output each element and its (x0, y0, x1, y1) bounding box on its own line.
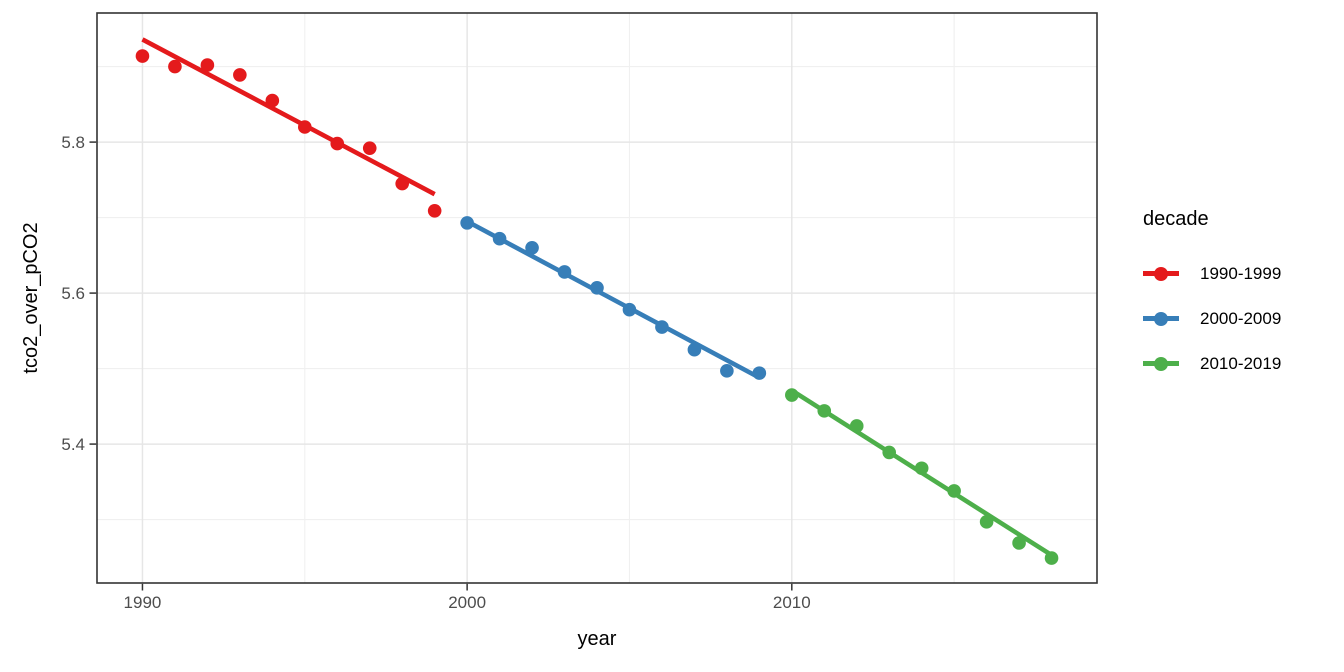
y-tick-label: 5.6 (61, 284, 85, 303)
grid-major (97, 13, 1097, 583)
series-1990-1999 (135, 37, 442, 218)
x-tick-label: 2000 (448, 593, 486, 612)
legend-entry-label: 2000-2009 (1200, 308, 1282, 328)
axis-tick-labels: 1990 2000 2010 5.4 5.6 5.8 (61, 133, 810, 612)
axis-ticks (89, 141, 793, 591)
x-axis-title: year (577, 628, 617, 650)
y-tick-label: 5.8 (61, 133, 85, 152)
legend-entry-1990-1999: 1990-1999 (1143, 251, 1281, 296)
grid-minor (97, 13, 1097, 583)
x-tick-label: 2010 (773, 593, 811, 612)
legend-key-line-dot-icon (1143, 266, 1179, 281)
series-2010-2019 (785, 388, 1059, 565)
y-tick-label: 5.4 (61, 435, 85, 454)
x-tick-label: 1990 (124, 593, 162, 612)
legend-title: decade (1143, 208, 1209, 230)
legend-key-line-dot-icon (1143, 311, 1179, 326)
legend-key-line-dot-icon (1143, 356, 1179, 371)
y-axis-title: tco2_over_pCO2 (20, 222, 42, 374)
legend-entry-2010-2019: 2010-2019 (1143, 341, 1281, 386)
legend-entry-label: 1990-1999 (1200, 263, 1282, 283)
series-2000-2009 (460, 216, 767, 380)
legend-entry-label: 2010-2019 (1200, 353, 1282, 373)
legend: decade 1990-1999 2000-2009 2010-2019 (1143, 208, 1281, 386)
panel-border (96, 12, 1098, 584)
legend-entry-2000-2009: 2000-2009 (1143, 296, 1281, 341)
